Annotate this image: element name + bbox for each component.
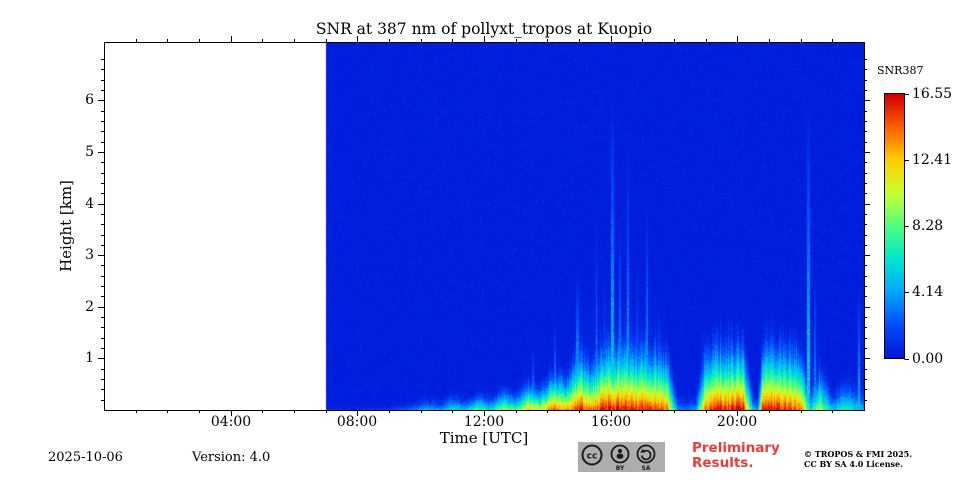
version-label: Version: 4.0 [192,450,270,465]
x-tick-label: 08:00 [329,414,385,430]
preliminary-results-note: Preliminary Results. [692,441,798,471]
colorbar-tick-label: 16.55 [912,86,958,102]
y-tick-label: 4 [64,196,94,212]
y-tick-label: 5 [64,144,94,160]
plot-title: SNR at 387 nm of pollyxt_tropos at Kuopi… [104,20,864,38]
copyright-line2: CC BY SA 4.0 License. [804,459,912,469]
colorbar-tick-label: 8.28 [912,218,958,234]
y-tick-label: 6 [64,92,94,108]
measurement-date: 2025-10-06 [48,450,123,465]
y-tick-label: 2 [64,299,94,315]
x-tick-label: 16:00 [583,414,639,430]
copyright-note: © TROPOS & FMI 2025. CC BY SA 4.0 Licens… [804,449,912,469]
colorbar-gradient [885,94,904,358]
colorbar-tick-label: 12.41 [912,152,958,168]
snr-heatmap-canvas [104,42,864,410]
colorbar-tick-label: 0.00 [912,351,958,367]
copyright-line1: © TROPOS & FMI 2025. [804,449,912,459]
colorbar-tick-label: 4.14 [912,284,958,300]
y-tick-label: 3 [64,247,94,263]
x-tick-label: 12:00 [456,414,512,430]
cc-by-label: BY [616,465,625,472]
colorbar-title: SNR387 [877,64,923,77]
x-tick-label: 20:00 [709,414,765,430]
cc-license-badge[interactable]: cc BY SA [578,442,665,472]
x-tick-label: 04:00 [203,414,259,430]
y-tick-label: 1 [64,350,94,366]
cc-badge-graphic: cc BY SA [578,442,665,472]
snr-quicklook-figure: SNR at 387 nm of pollyxt_tropos at Kuopi… [0,0,960,480]
svg-text:cc: cc [587,452,598,462]
cc-sa-label: SA [642,465,651,472]
